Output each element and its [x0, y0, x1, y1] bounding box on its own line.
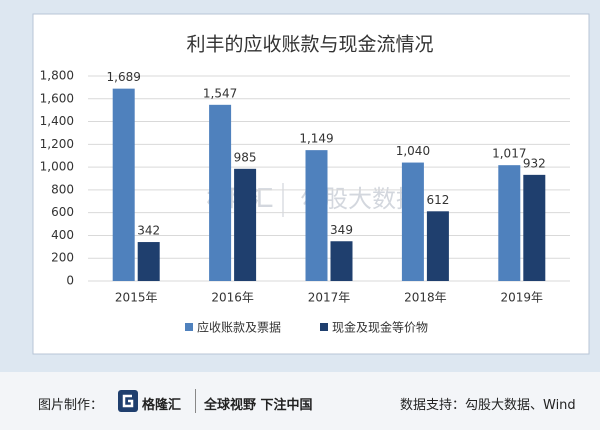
footer: 图片制作： 格隆汇 全球视野 下注中国 数据支持：勾股大数据、Wind	[0, 372, 600, 430]
y-tick-label: 0	[66, 274, 74, 288]
bar	[426, 211, 449, 281]
y-tick-label: 600	[51, 205, 74, 219]
y-tick-label: 1,000	[40, 160, 74, 174]
x-tick-label: 2017年	[308, 291, 351, 305]
bar	[137, 242, 160, 281]
y-tick-label: 1,600	[40, 91, 74, 105]
y-tick-label: 1,400	[40, 114, 74, 128]
bar	[112, 88, 135, 282]
legend-label: 现金及现金等价物	[332, 320, 428, 335]
y-tick-label: 800	[51, 182, 74, 196]
value-label: 1,040	[396, 144, 430, 158]
bar	[209, 104, 232, 281]
x-tick-label: 2018年	[404, 291, 447, 305]
bar	[330, 241, 353, 281]
brand-logo	[118, 390, 138, 412]
value-label: 1,149	[299, 132, 333, 146]
legend-label: 应收账款及票据	[197, 320, 281, 335]
legend-swatch	[185, 323, 193, 331]
footer-made-by: 图片制作：	[38, 398, 104, 413]
value-label: 612	[426, 193, 449, 207]
y-tick-label: 200	[51, 251, 74, 265]
x-tick-label: 2019年	[501, 291, 544, 305]
value-label: 1,689	[107, 70, 141, 84]
value-label: 985	[234, 150, 257, 164]
value-label: 342	[137, 224, 160, 238]
chart: 利丰的应收账款与现金流情况 格隆汇 勾股大数据 02004006008001,0…	[32, 13, 590, 355]
chart-title: 利丰的应收账款与现金流情况	[186, 34, 433, 56]
value-label: 932	[523, 156, 546, 170]
bar	[401, 162, 424, 281]
x-tick-label: 2015年	[115, 291, 158, 305]
value-label: 349	[330, 223, 353, 237]
y-tick-label: 1,800	[40, 69, 74, 83]
value-label: 1,547	[203, 86, 237, 100]
value-label: 1,017	[492, 147, 526, 161]
footer-source: 数据支持：勾股大数据、Wind	[400, 398, 576, 413]
x-tick-label: 2016年	[211, 291, 254, 305]
footer-slogan: 全球视野 下注中国	[204, 398, 313, 413]
y-tick-label: 400	[51, 228, 74, 242]
legend-swatch	[320, 323, 328, 331]
bar	[234, 168, 257, 281]
bar	[305, 150, 328, 281]
footer-brand: 格隆汇	[142, 398, 182, 413]
y-tick-label: 1,200	[40, 137, 74, 151]
bar	[498, 165, 521, 281]
bar	[523, 174, 546, 281]
